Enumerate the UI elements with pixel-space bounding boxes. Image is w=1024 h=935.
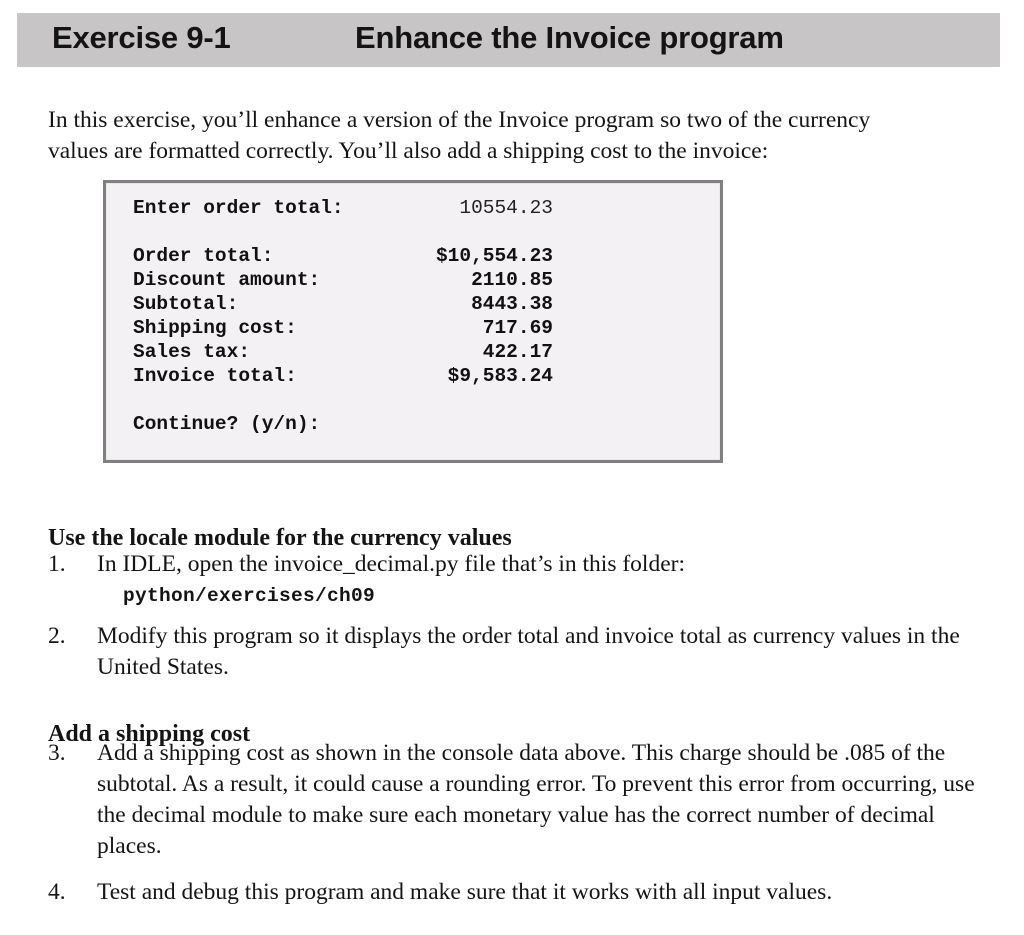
console-row-order-total: Order total: $10,554.23 [133, 244, 553, 268]
list-item-text: Modify this program so it displays the o… [97, 623, 960, 680]
console-value: 2110.85 [471, 269, 553, 291]
console-label: Enter order total: [133, 197, 344, 219]
list-item-number: 2. [48, 623, 66, 649]
console-row-invoice-total: Invoice total: $9,583.24 [133, 364, 553, 388]
list-item-number: 4. [48, 879, 66, 905]
console-output-box: Enter order total: 10554.23 Order total:… [103, 180, 723, 463]
list-item: 1. In IDLE, open the invoice_decimal.py … [48, 549, 978, 609]
console-value: $9,583.24 [447, 365, 553, 387]
console-row-shipping-cost: Shipping cost: 717.69 [133, 316, 553, 340]
list-item-code-path: python/exercises/ch09 [123, 585, 376, 607]
list-item-number: 1. [48, 551, 66, 577]
list-item: 2. Modify this program so it displays th… [48, 621, 978, 683]
list-item-number: 3. [48, 740, 66, 766]
console-value: $10,554.23 [435, 245, 553, 267]
console-label: Order total: [133, 245, 274, 267]
console-value: 10554.23 [459, 197, 553, 219]
exercise-header-band: Exercise 9-1 Enhance the Invoice program [17, 13, 1000, 67]
list-item-text: Add a shipping cost as shown in the cons… [97, 740, 975, 859]
console-label: Sales tax: [133, 341, 251, 363]
console-value: 422.17 [482, 341, 553, 363]
console-row-continue-prompt: Continue? (y/n): [133, 412, 553, 436]
console-row-discount-amount: Discount amount: 2110.85 [133, 268, 553, 292]
console-row-sales-tax: Sales tax: 422.17 [133, 340, 553, 364]
console-label: Shipping cost: [133, 317, 297, 339]
list-item-text: Test and debug this program and make sur… [97, 879, 833, 905]
console-label: Discount amount: [133, 269, 321, 291]
exercise-title: Enhance the Invoice program [355, 20, 784, 55]
list-item-text: In IDLE, open the invoice_decimal.py fil… [97, 551, 685, 577]
console-value: 8443.38 [471, 293, 553, 315]
console-text: Enter order total: 10554.23 Order total:… [133, 196, 553, 436]
console-label: Subtotal: [133, 293, 239, 315]
console-label: Continue? (y/n): [133, 413, 321, 435]
list-item: 3. Add a shipping cost as shown in the c… [48, 738, 978, 862]
list-item-body: Add a shipping cost as shown in the cons… [97, 738, 978, 862]
console-blank-line [133, 388, 553, 412]
section-heading-shipping: Add a shipping cost [48, 720, 251, 747]
list-item-body: In IDLE, open the invoice_decimal.py fil… [97, 549, 978, 609]
list-item: 4. Test and debug this program and make … [48, 877, 978, 908]
console-label: Invoice total: [133, 365, 297, 387]
console-row-enter-order-total: Enter order total: 10554.23 [133, 196, 553, 220]
intro-paragraph: In this exercise, you’ll enhance a versi… [48, 106, 871, 164]
section-heading-locale: Use the locale module for the currency v… [48, 524, 512, 551]
list-item-body: Test and debug this program and make sur… [97, 877, 978, 908]
console-value: 717.69 [482, 317, 553, 339]
exercise-number: Exercise 9-1 [52, 20, 231, 55]
console-blank-line [133, 220, 553, 244]
list-item-body: Modify this program so it displays the o… [97, 621, 978, 683]
console-row-subtotal: Subtotal: 8443.38 [133, 292, 553, 316]
